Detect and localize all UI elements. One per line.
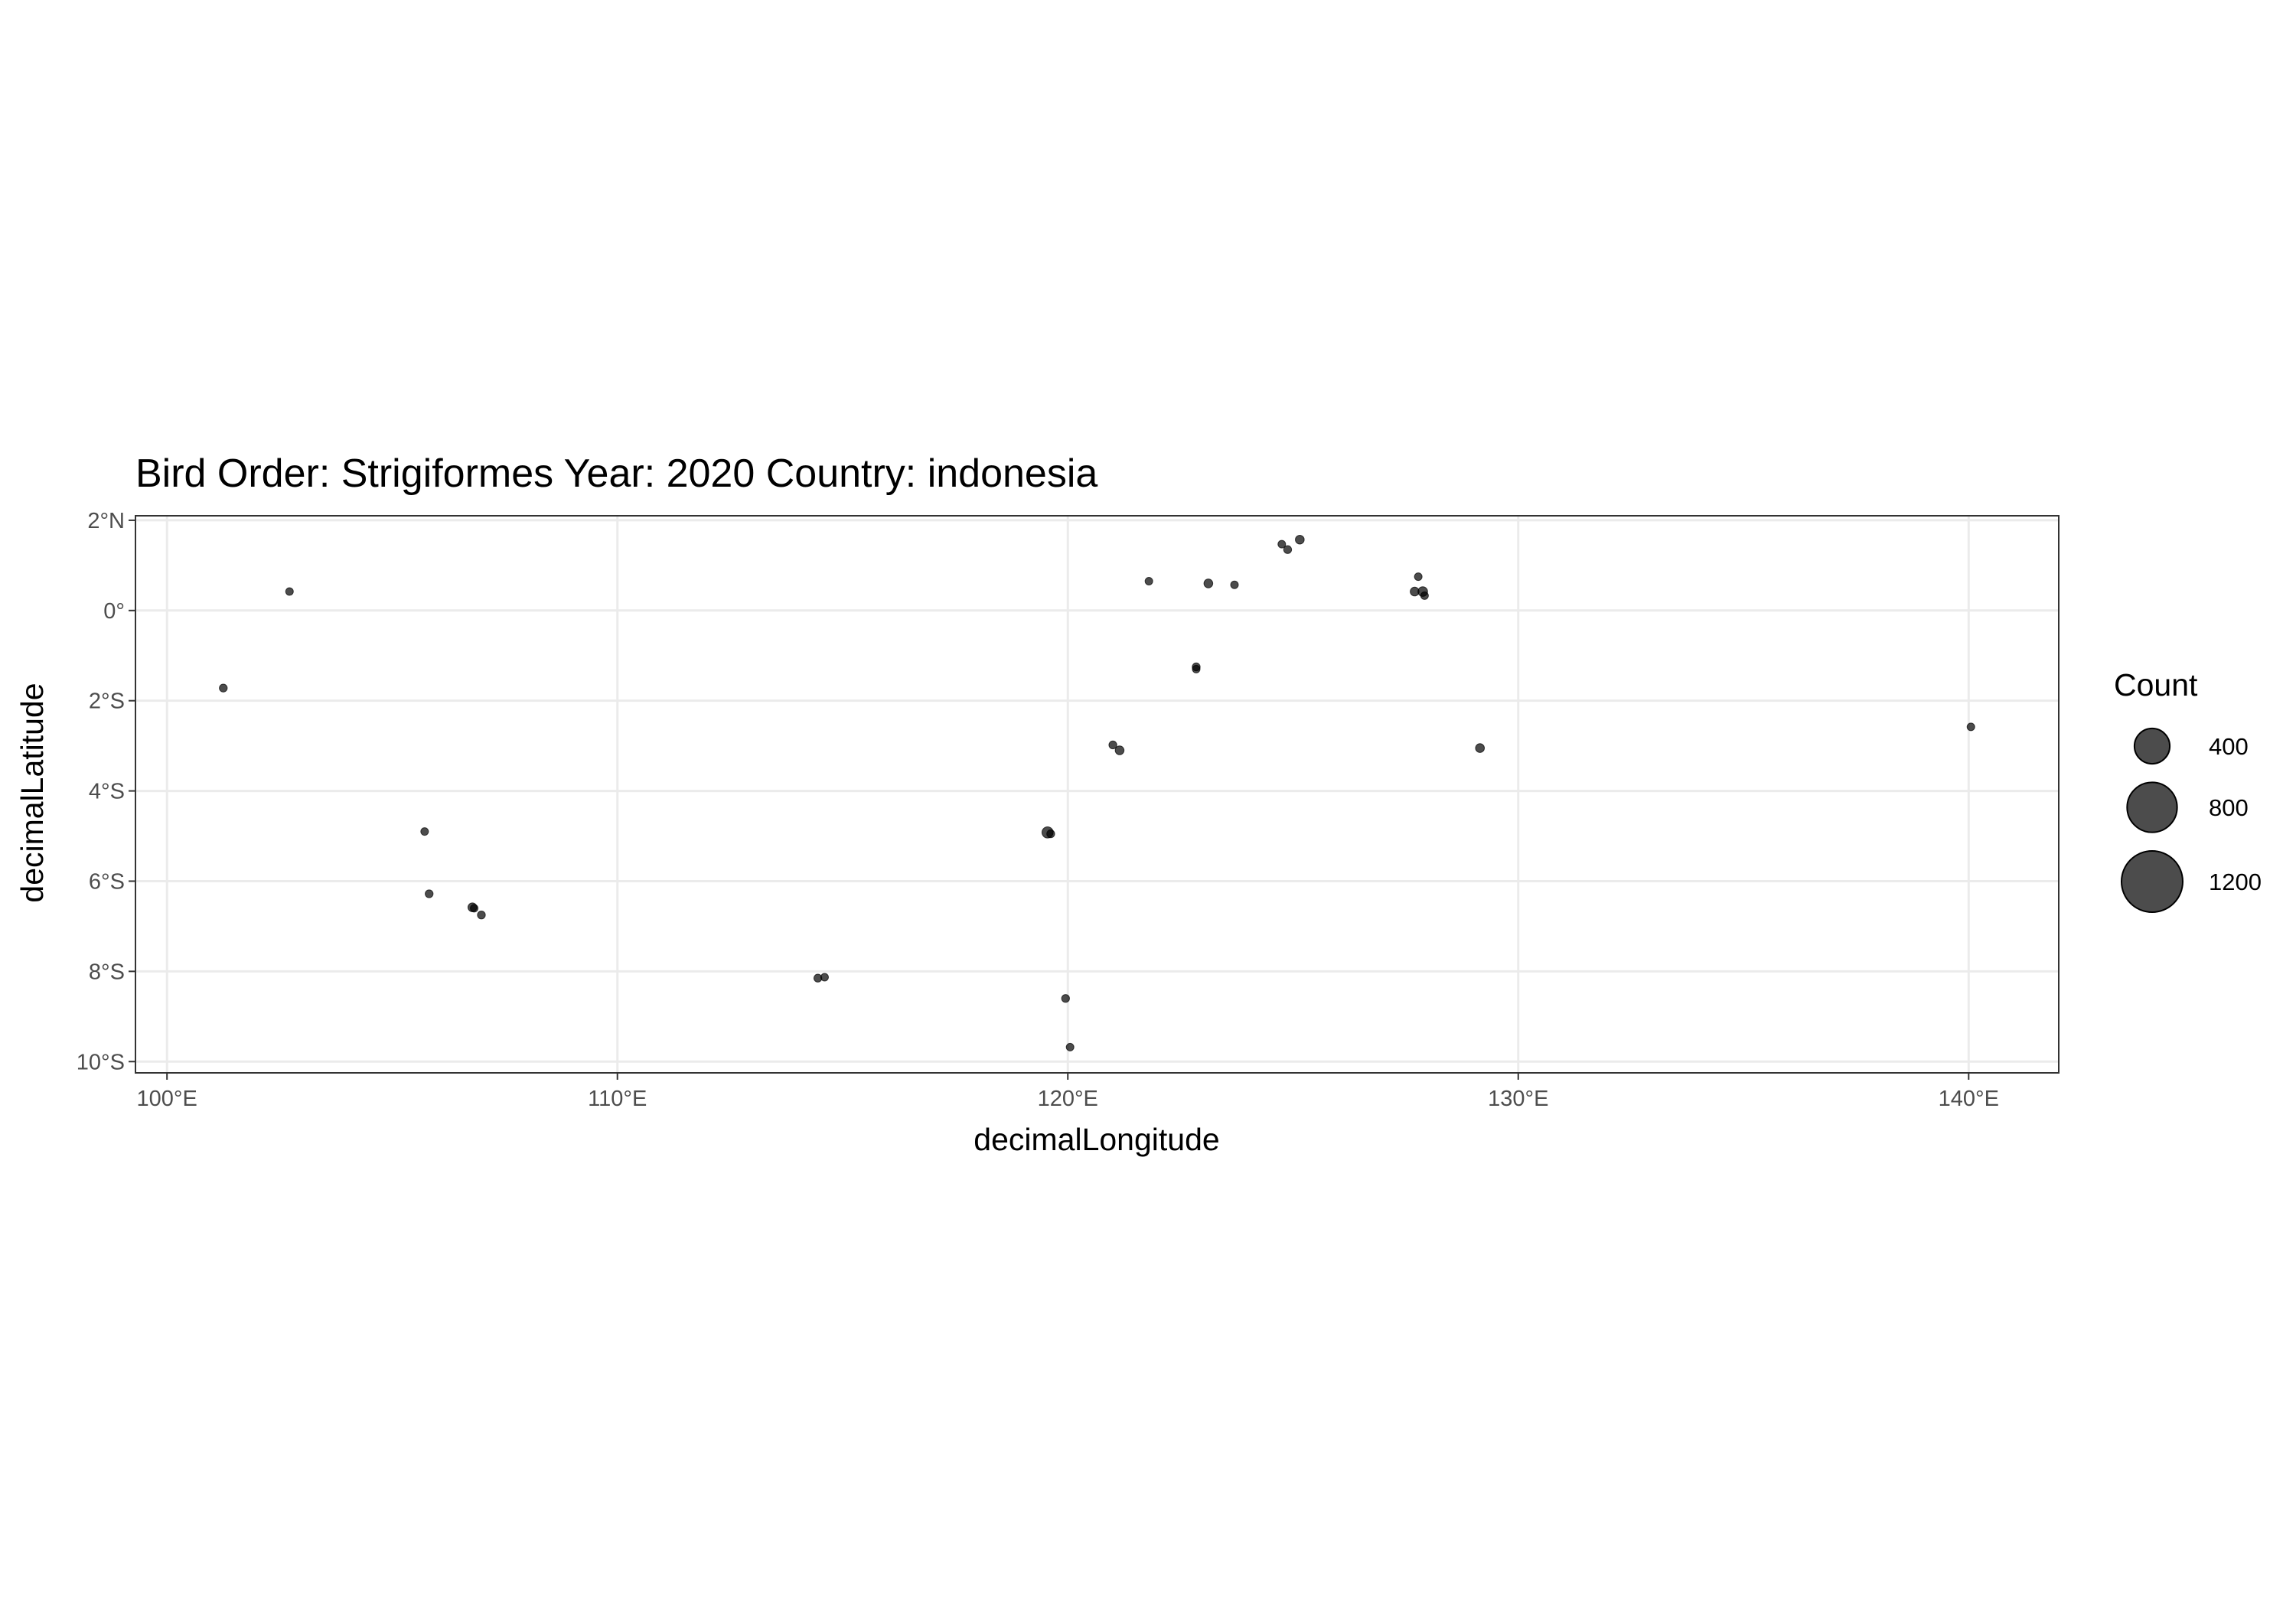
y-tick-label: 6°S — [89, 869, 125, 894]
panel-border — [135, 515, 2060, 1074]
data-point — [1114, 745, 1125, 755]
chart-title: Bird Order: Strigiformes Year: 2020 Coun… — [135, 451, 1097, 496]
data-point — [219, 683, 228, 693]
y-axis: 2°N 0° 2°S 4°S 6°S 8°S 10°S — [77, 509, 135, 1074]
y-axis-label: decimalLatitude — [15, 683, 50, 902]
plot-panel — [135, 515, 2060, 1074]
legend-key-circle — [2121, 850, 2183, 913]
data-point — [1295, 534, 1305, 545]
x-tick-label: 100°E — [137, 1087, 197, 1111]
x-tick-label: 140°E — [1939, 1087, 1999, 1111]
data-point — [1203, 579, 1214, 588]
data-point — [1277, 539, 1287, 549]
data-point — [1108, 740, 1117, 750]
data-point — [420, 827, 429, 836]
legend-key-circle — [2133, 727, 2171, 765]
x-tick-label: 130°E — [1488, 1087, 1548, 1111]
data-point — [1283, 545, 1293, 554]
legend-key-circle — [2126, 781, 2178, 833]
data-point — [1065, 1042, 1075, 1051]
y-tick-label: 8°S — [89, 960, 125, 984]
panel-background — [135, 516, 2059, 1073]
data-point — [1414, 572, 1423, 582]
data-point — [1966, 722, 1975, 732]
x-axis-label: decimalLongitude — [974, 1122, 1219, 1157]
y-tick-label: 2°N — [87, 509, 125, 533]
data-point — [285, 587, 294, 596]
data-point — [820, 973, 829, 982]
data-points — [219, 534, 1975, 1051]
gridlines — [135, 516, 2059, 1073]
legend-label: 800 — [2209, 794, 2249, 821]
y-tick-label: 2°S — [89, 689, 125, 714]
y-tick-label: 0° — [103, 599, 125, 624]
x-axis: 100°E 110°E 120°E 130°E 140°E — [137, 1073, 1999, 1111]
data-point — [425, 889, 434, 898]
data-point — [1144, 576, 1153, 585]
x-tick-label: 120°E — [1038, 1087, 1098, 1111]
data-point — [470, 904, 479, 913]
legend-title: Count — [2114, 667, 2198, 702]
data-point — [1192, 664, 1201, 673]
y-tick-label: 4°S — [89, 780, 125, 804]
data-point — [1230, 580, 1239, 589]
data-point — [1046, 829, 1055, 839]
data-point — [477, 911, 486, 920]
data-point — [1061, 994, 1070, 1003]
data-point — [1420, 591, 1429, 600]
legend-items: 400 800 1200 — [2121, 727, 2262, 913]
data-point — [1475, 743, 1486, 753]
legend-label: 400 — [2209, 733, 2249, 760]
x-tick-label: 110°E — [588, 1087, 647, 1111]
legend-label: 1200 — [2209, 869, 2262, 895]
y-tick-label: 10°S — [77, 1050, 125, 1074]
legend: Count 400 800 1200 — [2114, 667, 2262, 913]
